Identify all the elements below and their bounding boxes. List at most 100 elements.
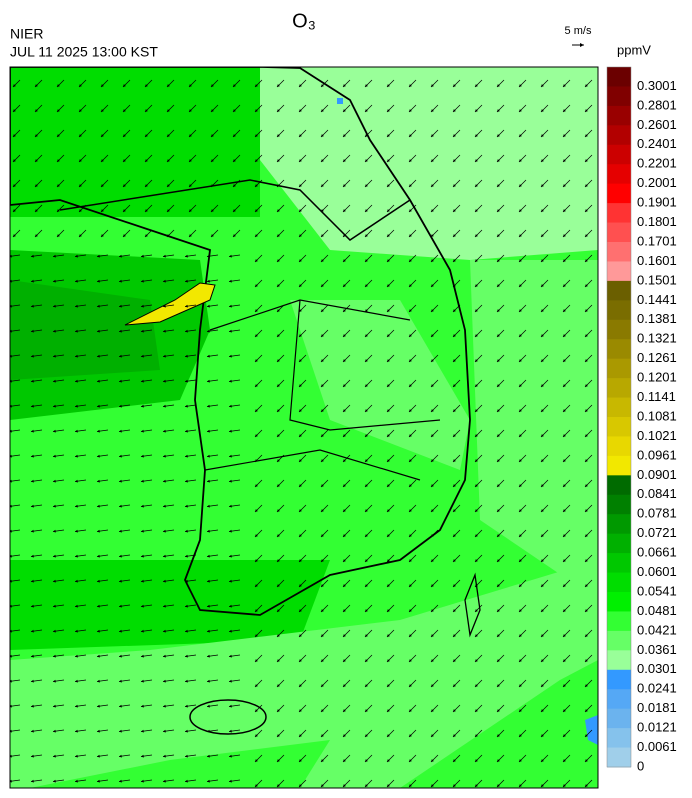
- wind-vector-head: [541, 509, 544, 512]
- wind-vector-head: [563, 534, 566, 537]
- wind-vector-head: [321, 284, 324, 287]
- wind-vector-head: [475, 459, 478, 462]
- colorbar-label: 0.1321: [637, 331, 677, 346]
- wind-vector-head: [299, 659, 302, 662]
- colorbar-bin: [607, 494, 631, 515]
- wind-vector-head: [409, 734, 412, 737]
- wind-vector-head: [255, 784, 258, 787]
- colorbar-label: 0.0361: [637, 642, 677, 657]
- wind-vector-head: [255, 84, 258, 87]
- wind-vector-head: [475, 784, 478, 787]
- wind-vector-head: [185, 429, 188, 433]
- wind-vector-head: [409, 559, 412, 562]
- wind-vector-head: [321, 159, 324, 162]
- wind-vector-head: [119, 404, 122, 408]
- wind-vector-head: [497, 384, 500, 387]
- wind-vector-head: [185, 254, 188, 258]
- field: [470, 260, 598, 600]
- wind-vector-head: [185, 754, 188, 758]
- wind-vector-head: [31, 554, 34, 558]
- wind-vector-head: [141, 404, 144, 408]
- wind-vector-head: [541, 309, 544, 312]
- colorbar-label: 0.0121: [637, 720, 677, 735]
- wind-vector-head: [163, 404, 166, 408]
- wind-vector-head: [563, 209, 566, 212]
- wind-vector-head: [585, 509, 588, 512]
- wind-vector-head: [431, 584, 434, 587]
- wind-vector-head: [75, 529, 78, 533]
- wind-vector-head: [101, 109, 104, 112]
- wind-vector-head: [343, 384, 346, 387]
- colorbar-label: 0.0481: [637, 603, 677, 618]
- colorbar: 0.3001 0.2801 0.2601 0.2401 0.2201 0.2001 0.19…: [606, 66, 677, 773]
- wind-vector-head: [97, 654, 100, 658]
- wind-vector-head: [563, 609, 566, 612]
- wind-vector-head: [519, 634, 522, 637]
- wind-vector-head: [255, 434, 258, 437]
- wind-vector-head: [475, 184, 478, 187]
- wind-vector-head: [31, 429, 34, 433]
- wind-vector-head: [167, 84, 170, 87]
- wind-vector-head: [97, 254, 100, 258]
- wind-vector-head: [343, 709, 346, 712]
- wind-vector-head: [119, 654, 122, 658]
- wind-vector-head: [541, 234, 544, 237]
- wind-vector-head: [233, 234, 236, 237]
- wind-vector-head: [365, 334, 368, 337]
- wind-vector-head: [387, 484, 390, 487]
- wind-vector-head: [31, 254, 34, 258]
- wind-vector-head: [497, 709, 500, 712]
- field: [10, 560, 330, 650]
- wind-vector-head: [585, 309, 588, 312]
- timestamp: JUL 11 2025 13:00 KST: [10, 44, 158, 60]
- wind-vector-head: [255, 534, 258, 537]
- wind-vector-head: [141, 704, 144, 708]
- wind-vector-head: [387, 234, 390, 237]
- wind-vector-head: [79, 234, 82, 237]
- wind-vector-head: [101, 84, 104, 87]
- wind-vector-head: [141, 254, 144, 258]
- colorbar-label: 0.1901: [637, 195, 677, 210]
- wind-vector-head: [119, 579, 122, 583]
- wind-vector-head: [53, 379, 56, 383]
- wind-vector-head: [497, 509, 500, 512]
- wind-vector-head: [409, 759, 412, 762]
- wind-vector-head: [145, 184, 148, 187]
- wind-vector-head: [519, 209, 522, 212]
- colorbar-bin: [607, 475, 631, 496]
- wind-vector-head: [163, 479, 166, 483]
- wind-vector-head: [35, 159, 38, 162]
- wind-vector-head: [541, 84, 544, 87]
- wind-vector-head: [277, 84, 280, 87]
- wind-vector-head: [409, 109, 412, 112]
- wind-vector-head: [53, 629, 56, 633]
- wind-vector-head: [387, 534, 390, 537]
- colorbar-bin: [607, 436, 631, 457]
- wind-vector-head: [79, 134, 82, 137]
- wind-vector-head: [497, 159, 500, 162]
- wind-vector-head: [563, 384, 566, 387]
- wind-vector-head: [409, 234, 412, 237]
- colorbar-label: 0.0541: [637, 583, 677, 598]
- wind-vector-head: [141, 579, 144, 583]
- wind-vector-head: [365, 434, 368, 437]
- wind-vector-head: [541, 284, 544, 287]
- wind-vector-head: [277, 359, 280, 362]
- wind-vector-head: [563, 159, 566, 162]
- wind-vector-head: [321, 409, 324, 412]
- colorbar-label: 0.0421: [637, 622, 677, 637]
- wind-vector-head: [431, 684, 434, 687]
- wind-vector-head: [475, 484, 478, 487]
- wind-vector-head: [299, 684, 302, 687]
- wind-vector-head: [453, 609, 456, 612]
- wind-vector-head: [145, 234, 148, 237]
- colorbar-bin: [607, 553, 631, 574]
- wind-vector-head: [519, 534, 522, 537]
- field: [260, 67, 598, 260]
- low-ozone-patch: [585, 715, 598, 745]
- wind-vector-head: [79, 84, 82, 87]
- colorbar-label: 0.0061: [637, 739, 677, 754]
- wind-vector-head: [255, 334, 258, 337]
- wind-vector-head: [563, 559, 566, 562]
- wind-vector-head: [475, 209, 478, 212]
